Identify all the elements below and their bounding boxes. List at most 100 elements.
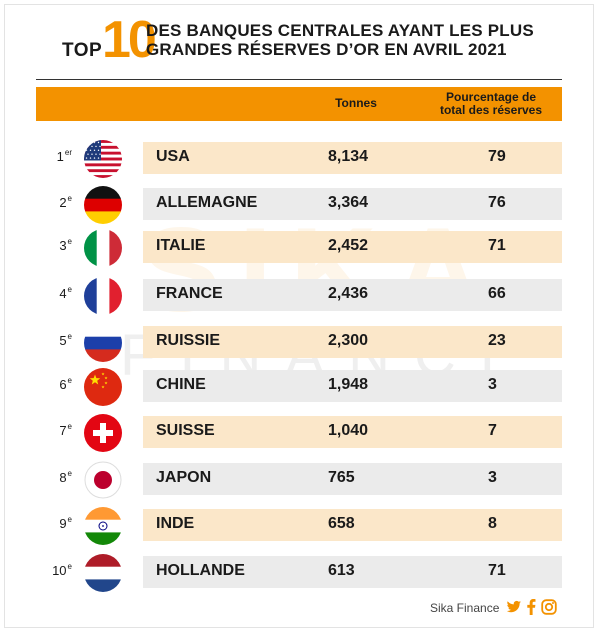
footer-brand: Sika Finance [430,601,500,615]
table-header: Tonnes Pourcentage de total des réserves [36,87,562,121]
title-line-1: DES BANQUES CENTRALES AYANT LES PLUS [146,21,534,40]
country-name: CHINE [156,376,206,393]
italy-flag-icon [84,229,122,267]
netherlands-flag-icon [84,554,122,592]
rank-suffix: e [67,562,72,571]
percentage-value: 71 [488,237,506,254]
rank-number: 4 [59,286,67,301]
russia-flag-icon [84,324,122,362]
percentage-value: 3 [488,469,497,486]
column-header-percentage: Pourcentage de total des réserves [432,91,550,117]
rank-number: 6 [59,377,67,392]
row-band [143,416,562,448]
rank-suffix: e [67,515,72,524]
rank-number: 2 [59,195,67,210]
tonnes-value: 1,948 [328,376,369,393]
rank-suffix: er [64,148,72,157]
column-header-percentage-line-1: Pourcentage de [445,90,537,104]
tonnes-value: 2,300 [328,332,369,349]
japan-flag-icon [84,461,122,499]
row-band [143,463,562,495]
table-row: 7e SUISSE 1,040 7 [0,410,600,456]
twitter-icon[interactable] [506,599,522,615]
country-name: HOLLANDE [156,562,245,579]
infographic-frame [4,4,594,628]
tonnes-value: 3,364 [328,194,369,211]
percentage-value: 79 [488,148,506,165]
country-name: FRANCE [156,285,223,302]
tonnes-value: 613 [328,562,355,579]
facebook-icon[interactable] [525,599,537,615]
percentage-value: 23 [488,332,506,349]
tonnes-value: 2,452 [328,237,369,254]
country-name: USA [156,148,190,165]
rank-label: 1er [44,148,72,164]
rank-suffix: e [67,469,72,478]
tonnes-value: 1,040 [328,422,369,439]
percentage-value: 8 [488,515,497,532]
instagram-icon[interactable] [541,599,557,615]
rank-label: 9e [44,515,72,531]
country-name: INDE [156,515,195,532]
rank-label: 2e [44,194,72,210]
column-header-percentage-line-2: total des réserves [439,103,543,117]
rank-number: 10 [52,563,67,578]
table-row: 2e ALLEMAGNE 3,364 76 [0,182,600,228]
table-row: 6e CHINE 1,948 3 [0,364,600,410]
tonnes-value: 8,134 [328,148,369,165]
table-row: 10e HOLLANDE 613 71 [0,550,600,596]
table-row: 3e ITALIE 2,452 71 [0,225,600,271]
germany-flag-icon [84,186,122,224]
rank-suffix: e [67,237,72,246]
rank-number: 8 [59,470,67,485]
switzerland-flag-icon [84,414,122,452]
tonnes-value: 658 [328,515,355,532]
top-label: TOP [62,40,103,61]
table-row: 9e INDE 658 8 [0,503,600,549]
rank-suffix: e [67,332,72,341]
header-divider [36,79,562,80]
rank-label: 5e [44,332,72,348]
percentage-value: 7 [488,422,497,439]
row-band [143,509,562,541]
row-band [143,556,562,588]
row-band [143,231,562,263]
table-row: 8e JAPON 765 3 [0,457,600,503]
table-row: 5e RUISSIE 2,300 23 [0,320,600,366]
rank-number: 3 [59,238,67,253]
row-band [143,142,562,174]
rank-label: 3e [44,237,72,253]
france-flag-icon [84,277,122,315]
rank-number: 5 [59,333,67,348]
rank-number: 9 [59,516,67,531]
percentage-value: 3 [488,376,497,393]
row-band [143,279,562,311]
percentage-value: 66 [488,285,506,302]
row-band [143,370,562,402]
row-band [143,326,562,358]
percentage-value: 71 [488,562,506,579]
rank-label: 10e [44,562,72,578]
rank-number: 7 [59,423,67,438]
rank-suffix: e [67,194,72,203]
percentage-value: 76 [488,194,506,211]
table-row: 1er USA 8,134 79 [0,136,600,182]
column-header-tonnes: Tonnes [335,96,377,110]
top-number: 10 [102,11,157,69]
china-flag-icon [84,368,122,406]
country-name: ALLEMAGNE [156,194,258,211]
usa-flag-icon [84,140,122,178]
rank-suffix: e [67,376,72,385]
rank-label: 4e [44,285,72,301]
rank-number: 1 [56,149,64,164]
country-name: SUISSE [156,422,215,439]
country-name: RUISSIE [156,332,221,349]
rank-suffix: e [67,285,72,294]
country-name: JAPON [156,469,212,486]
rank-label: 8e [44,469,72,485]
rank-suffix: e [67,422,72,431]
india-flag-icon [84,507,122,545]
row-band [143,188,562,220]
header: TOP 10 DES BANQUES CENTRALES AYANT LES P… [62,14,582,70]
table-row: 4e FRANCE 2,436 66 [0,273,600,319]
